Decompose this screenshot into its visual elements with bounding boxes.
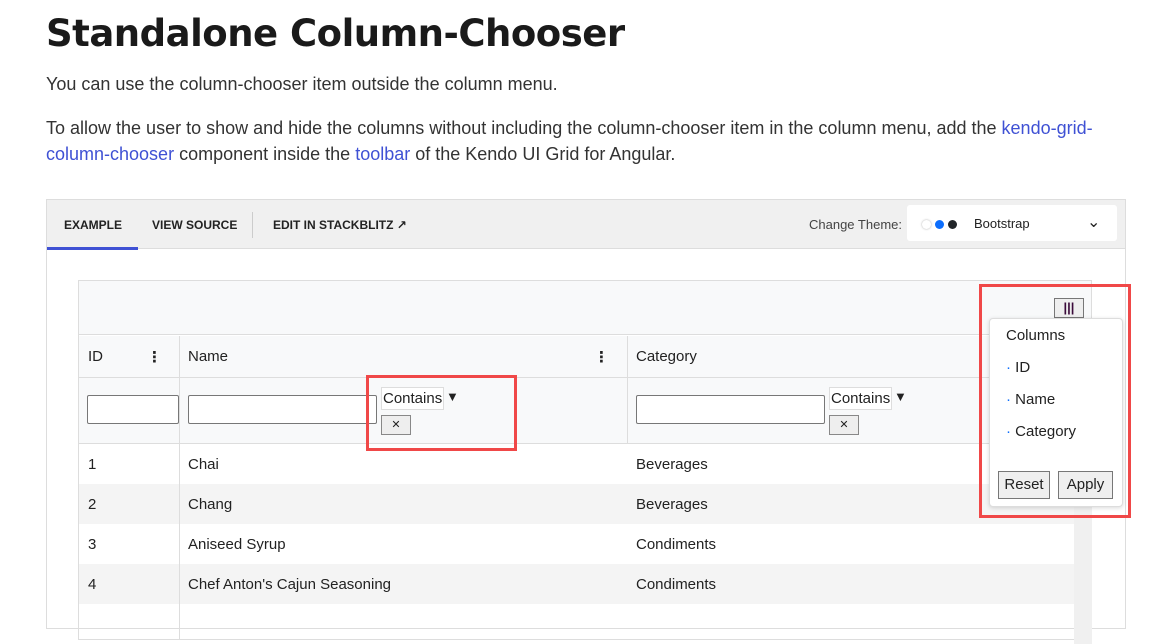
column-header-id[interactable]: ID ⋮ xyxy=(79,336,179,377)
category-filter-operator[interactable]: Contains xyxy=(829,387,893,410)
column-menu-icon[interactable]: ⋮ xyxy=(594,348,609,366)
cell-id: 3 xyxy=(88,535,97,553)
cell-id: 1 xyxy=(88,455,97,473)
clear-filter-button[interactable]: ✕ xyxy=(829,415,859,435)
column-header-category[interactable]: Category xyxy=(627,336,1074,377)
column-option-category[interactable]: · Category xyxy=(1006,423,1077,440)
tab-example[interactable]: EXAMPLE xyxy=(46,218,139,250)
name-filter-operator[interactable]: Contains xyxy=(381,387,445,410)
name-filter-input[interactable] xyxy=(188,395,377,424)
grid-toolbar: ||| xyxy=(79,281,1091,335)
category-filter-input[interactable] xyxy=(636,395,825,424)
cell-name: Chai xyxy=(188,455,219,473)
id-filter-input[interactable] xyxy=(87,395,179,424)
text: To allow the user to show and hide the c… xyxy=(46,118,1002,138)
cell-id: 4 xyxy=(88,575,97,593)
table-row[interactable]: 4 Chef Anton's Cajun Seasoning Condiments xyxy=(79,564,1074,604)
header-label: Name xyxy=(188,348,229,365)
tab-label: EDIT IN STACKBLITZ xyxy=(273,218,394,232)
highlight-box xyxy=(366,375,517,451)
reset-button[interactable]: Reset xyxy=(998,471,1050,499)
description-text: To allow the user to show and hide the c… xyxy=(46,115,1126,167)
highlight-box xyxy=(979,284,1131,518)
theme-dot-icon xyxy=(922,220,931,229)
table-row[interactable]: 3 Aniseed Syrup Condiments xyxy=(79,524,1074,564)
filter-row: Contains ▼ ✕ Contains ▼ ✕ xyxy=(79,378,1074,444)
column-option-id[interactable]: · ID xyxy=(1006,359,1031,376)
cell-category: Beverages xyxy=(636,455,708,473)
column-chooser-link[interactable]: kendo-grid-column-chooser xyxy=(46,118,1093,164)
apply-button[interactable]: Apply xyxy=(1058,471,1113,499)
column-menu-icon[interactable]: ⋮ xyxy=(147,348,162,366)
cell-name: Aniseed Syrup xyxy=(188,535,286,553)
theme-dot-icon xyxy=(948,220,957,229)
theme-dot-icon xyxy=(935,220,944,229)
cell-name: Chef Anton's Cajun Seasoning xyxy=(188,575,392,593)
option-label: Category xyxy=(1015,423,1077,440)
table-row[interactable]: 1 Chai Beverages xyxy=(79,444,1074,484)
header-label: Category xyxy=(636,348,697,365)
intro-text: You can use the column-chooser item outs… xyxy=(46,74,558,94)
cell-category: Condiments xyxy=(636,535,717,553)
option-label: ID xyxy=(1015,359,1031,376)
table-row[interactable]: 2 Chang Beverages xyxy=(79,484,1074,524)
external-link-icon: ↗ xyxy=(396,218,407,232)
divider xyxy=(252,212,253,238)
theme-value: Bootstrap xyxy=(974,216,1030,231)
change-theme-label: Change Theme: xyxy=(809,217,902,232)
theme-dropdown[interactable]: Bootstrap ⌄ xyxy=(907,205,1117,241)
filter-icon[interactable]: ▼ xyxy=(446,389,459,404)
cell-name: Chang xyxy=(188,495,233,513)
demo-header: EXAMPLE VIEW SOURCE EDIT IN STACKBLITZ ↗… xyxy=(46,200,1125,250)
column-chooser-popup: Columns · ID · Name · Category Reset App… xyxy=(989,318,1123,507)
header-label: ID xyxy=(88,348,103,365)
filter-icon[interactable]: ▼ xyxy=(894,389,907,404)
column-option-name[interactable]: · Name xyxy=(1006,391,1056,408)
column-chooser-button[interactable]: ||| xyxy=(1054,298,1084,318)
clear-filter-button[interactable]: ✕ xyxy=(381,415,411,435)
cell-category: Condiments xyxy=(636,575,717,593)
tab-edit-in-stackblitz[interactable]: EDIT IN STACKBLITZ ↗ xyxy=(273,218,407,232)
toolbar-link[interactable]: toolbar xyxy=(355,144,411,164)
chevron-down-icon: ⌄ xyxy=(1087,214,1101,231)
tab-view-source[interactable]: VIEW SOURCE xyxy=(152,218,238,232)
page-title: Standalone Column-Chooser xyxy=(46,12,625,55)
text: component inside the xyxy=(174,144,356,164)
cell-id: 2 xyxy=(88,495,97,513)
popup-title: Columns xyxy=(1006,327,1066,344)
column-header-name[interactable]: Name ⋮ xyxy=(179,336,627,377)
cell-category: Beverages xyxy=(636,495,708,513)
text: of the Kendo UI Grid for Angular. xyxy=(410,144,676,164)
demo-container: EXAMPLE VIEW SOURCE EDIT IN STACKBLITZ ↗… xyxy=(46,199,1126,644)
data-grid: ||| ID ⋮ Name ⋮ Category Contains ▼ ✕ Cont… xyxy=(78,280,1092,644)
option-label: Name xyxy=(1015,391,1056,408)
header-row: ID ⋮ Name ⋮ Category xyxy=(79,336,1074,378)
